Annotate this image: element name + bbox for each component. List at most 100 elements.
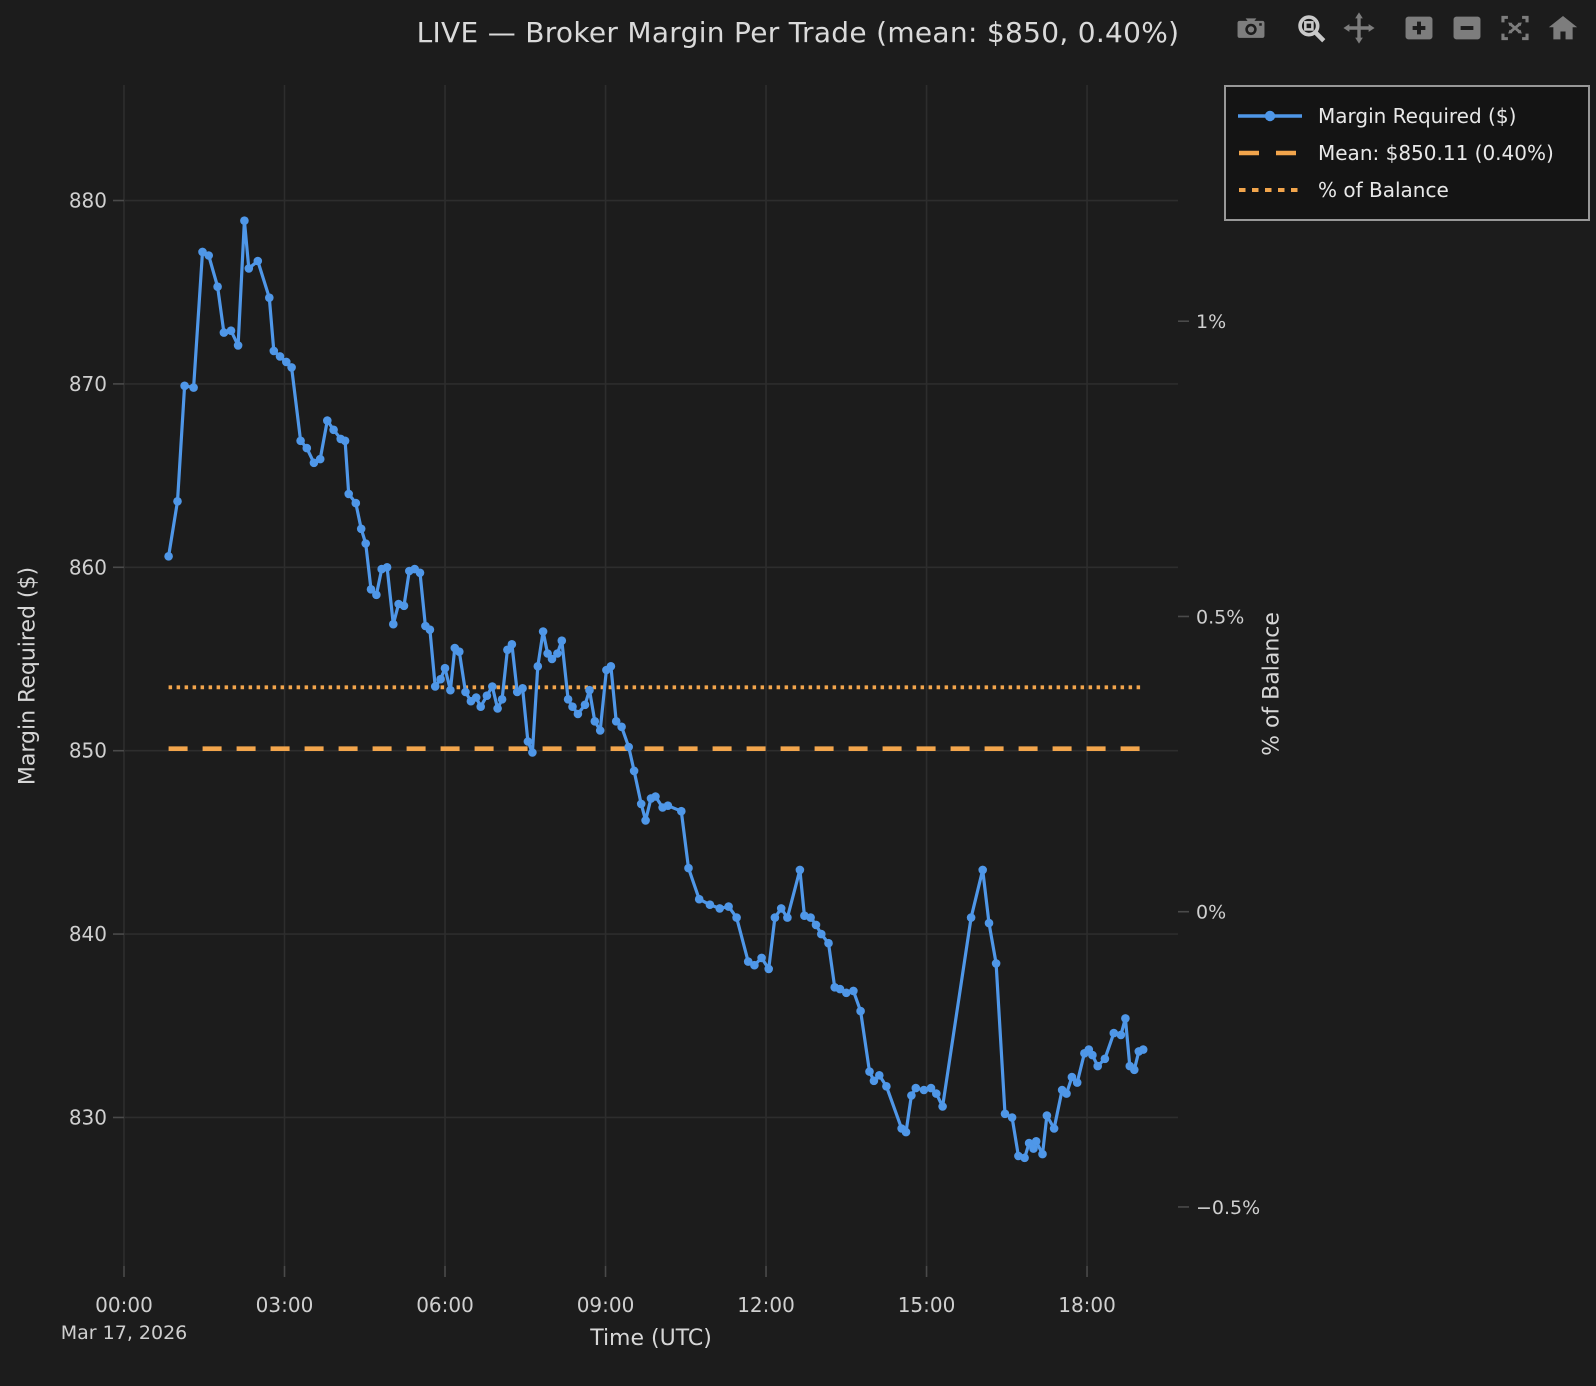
zoom-in-button[interactable] xyxy=(1402,11,1436,45)
data-point-marker xyxy=(553,649,562,658)
data-point-marker xyxy=(389,619,398,629)
zoom-out-button[interactable] xyxy=(1450,11,1484,45)
pan-button[interactable] xyxy=(1342,11,1376,45)
reset-axes-button[interactable] xyxy=(1546,11,1580,45)
data-point-marker xyxy=(1049,1124,1059,1133)
data-point-marker xyxy=(244,264,254,273)
y-axis-title-left: Margin Required ($) xyxy=(15,566,41,786)
data-point-marker xyxy=(1116,1030,1126,1040)
data-point-marker xyxy=(606,662,616,671)
data-point-marker xyxy=(344,489,354,499)
data-point-marker xyxy=(425,625,435,634)
data-point-marker xyxy=(724,902,733,911)
data-point-marker xyxy=(382,563,392,572)
data-point-marker xyxy=(611,717,621,726)
line-marker-swatch xyxy=(1238,110,1302,122)
data-point-marker xyxy=(1138,1045,1148,1054)
autoscale-button[interactable] xyxy=(1498,11,1532,45)
data-point-marker xyxy=(817,929,826,939)
y-tick-label-right: 0% xyxy=(1196,902,1226,924)
legend-item-pct-balance[interactable]: % of Balance xyxy=(1226,178,1588,202)
tick-marks xyxy=(113,199,1189,1277)
data-point-marker xyxy=(488,682,497,691)
data-point-marker xyxy=(776,904,786,913)
camera-icon xyxy=(1237,18,1265,38)
x-tick-label: 12:00 xyxy=(737,1293,795,1317)
data-point-marker xyxy=(1042,1111,1052,1120)
data-point-marker xyxy=(573,709,583,719)
data-point-marker xyxy=(233,341,243,350)
data-point-marker xyxy=(563,695,573,704)
data-point-marker xyxy=(253,256,263,266)
data-point-marker xyxy=(1031,1137,1041,1146)
data-point-marker xyxy=(269,346,279,356)
data-point-marker xyxy=(415,568,425,578)
data-point-marker xyxy=(636,799,646,809)
data-point-marker xyxy=(240,216,249,225)
legend-item-margin-required[interactable]: Margin Required ($) xyxy=(1226,104,1588,128)
data-point-marker xyxy=(446,685,455,695)
data-point-marker xyxy=(356,524,366,534)
data-point-marker xyxy=(595,726,605,735)
zoom-button[interactable] xyxy=(1294,11,1328,45)
data-point-marker xyxy=(440,663,450,673)
data-point-marker xyxy=(757,953,766,963)
legend-label: Margin Required ($) xyxy=(1318,104,1517,128)
x-tick-label: 18:00 xyxy=(1058,1293,1116,1317)
data-point-marker xyxy=(518,684,527,693)
data-point-marker xyxy=(1100,1054,1110,1064)
data-point-marker xyxy=(932,1089,941,1098)
data-point-marker xyxy=(743,957,753,966)
data-point-marker xyxy=(783,913,792,922)
data-point-marker xyxy=(984,918,994,928)
legend-item-mean[interactable]: Mean: $850.11 (0.40%) xyxy=(1226,141,1588,165)
data-point-marker xyxy=(372,590,381,600)
gridlines xyxy=(123,85,1178,1266)
data-point-marker xyxy=(1130,1065,1139,1075)
data-point-marker xyxy=(265,293,274,303)
data-point-marker xyxy=(361,539,371,548)
data-point-marker xyxy=(329,425,338,435)
data-point-marker xyxy=(1072,1078,1082,1087)
data-point-marker xyxy=(882,1082,891,1091)
y-tick-label-right: −0.5% xyxy=(1196,1197,1260,1219)
data-point-marker xyxy=(507,640,517,649)
data-point-marker xyxy=(907,1091,916,1100)
x-tick-label: 15:00 xyxy=(898,1293,956,1317)
data-point-marker xyxy=(732,913,741,922)
data-point-marker xyxy=(340,436,350,446)
legend-label: % of Balance xyxy=(1318,178,1449,202)
download-plot-button[interactable] xyxy=(1234,11,1268,45)
data-point-marker xyxy=(1038,1149,1047,1159)
legend-label: Mean: $850.11 (0.40%) xyxy=(1318,141,1554,165)
data-point-marker xyxy=(919,1085,929,1095)
data-point-marker xyxy=(315,454,325,464)
data-point-marker xyxy=(865,1067,874,1076)
data-point-marker xyxy=(287,363,296,372)
data-point-marker xyxy=(533,662,543,671)
data-point-marker xyxy=(275,352,285,361)
x-tick-label: 09:00 xyxy=(577,1293,635,1317)
data-point-marker xyxy=(523,737,533,746)
dashed-line-swatch xyxy=(1239,150,1302,156)
data-point-marker xyxy=(911,1083,921,1093)
y-tick-label-right: 0.5% xyxy=(1196,606,1244,628)
data-point-marker xyxy=(641,816,650,825)
data-point-marker xyxy=(547,654,557,664)
data-point-marker xyxy=(651,792,660,801)
legend: Margin Required ($) Mean: $850.11 (0.40%… xyxy=(1224,85,1590,221)
data-point-marker xyxy=(966,913,976,922)
data-point-marker xyxy=(309,458,319,468)
data-point-marker xyxy=(617,722,626,732)
data-point-marker xyxy=(938,1102,947,1111)
x-tick-label: 00:00 xyxy=(95,1293,153,1317)
data-point-marker xyxy=(1109,1028,1119,1038)
data-point-marker xyxy=(663,801,673,810)
y-tick-label-left: 850 xyxy=(69,739,107,763)
data-point-marker xyxy=(476,702,486,711)
y-tick-label-left: 830 xyxy=(69,1105,107,1129)
data-point-marker xyxy=(842,988,851,998)
data-point-marker xyxy=(1020,1153,1029,1163)
